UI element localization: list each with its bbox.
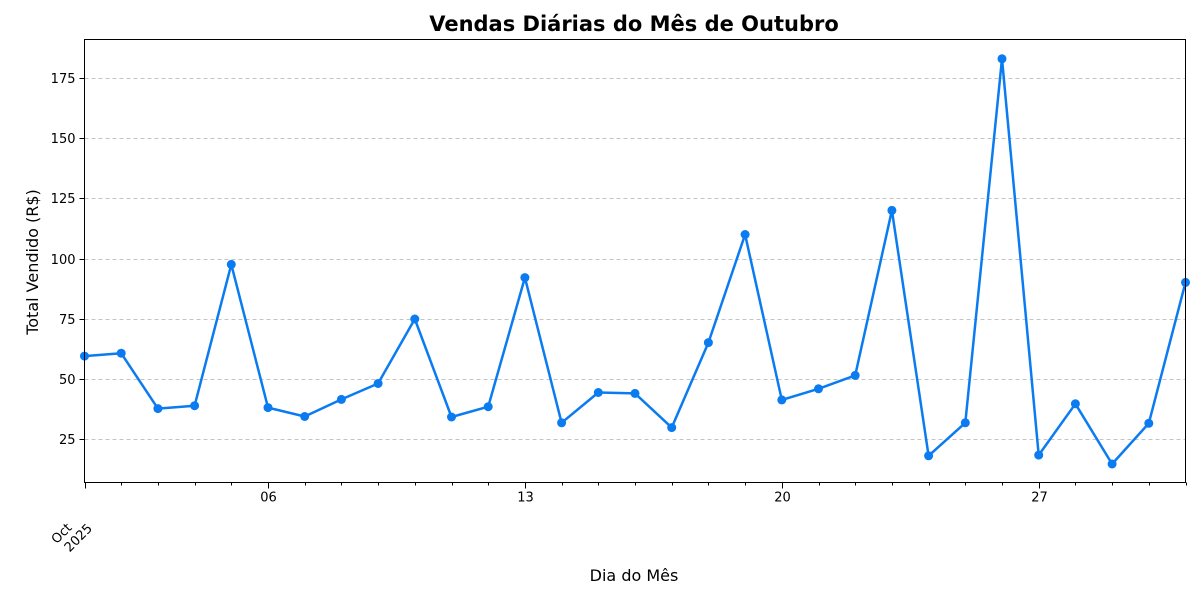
y-tick-label: 150	[51, 132, 76, 147]
data-point	[1034, 450, 1044, 460]
x-tick-label: 27	[1031, 491, 1048, 506]
data-point	[997, 54, 1007, 64]
data-point	[226, 259, 236, 269]
data-points	[80, 54, 1190, 469]
data-point	[116, 348, 126, 358]
data-point	[373, 379, 383, 388]
x-tick-label: 13	[517, 491, 534, 506]
data-point	[740, 230, 750, 239]
y-tick-label: 125	[51, 192, 76, 207]
data-point	[410, 314, 420, 324]
data-point	[1070, 399, 1080, 409]
data-point	[336, 394, 346, 404]
data-point	[593, 388, 603, 397]
data-point	[630, 388, 640, 398]
series-layer	[83, 57, 1187, 466]
data-point	[924, 451, 934, 461]
data-point	[483, 402, 493, 412]
data-point	[814, 384, 823, 394]
x-tick-label: 06	[260, 491, 277, 506]
gridlines	[84, 78, 1186, 440]
x-origin-label: Oct2025	[49, 511, 96, 558]
x-axis-ticks: 06 13 20 27 Oct2025	[49, 482, 1187, 558]
data-point	[1107, 459, 1117, 469]
x-axis-label: Dia do Mês	[590, 566, 679, 585]
data-point	[960, 418, 970, 428]
y-axis-label: Total Vendido (R$)	[23, 189, 42, 336]
y-tick-label: 50	[59, 373, 76, 388]
y-tick-label: 175	[51, 72, 76, 87]
y-tick-label: 25	[59, 433, 76, 448]
data-point	[263, 403, 273, 413]
data-point	[557, 418, 567, 428]
data-point	[703, 338, 713, 348]
data-point	[667, 423, 677, 433]
x-tick-label: 20	[774, 491, 791, 506]
data-point	[850, 370, 860, 380]
y-tick-label: 100	[51, 253, 76, 268]
data-point	[300, 412, 310, 421]
data-point	[1144, 418, 1154, 428]
chart-title: Vendas Diárias do Mês de Outubro	[429, 12, 839, 36]
y-tick-label: 75	[59, 313, 76, 328]
data-point	[190, 401, 200, 411]
data-point	[447, 412, 456, 422]
data-point	[520, 273, 530, 283]
data-point	[777, 395, 787, 405]
data-point	[153, 404, 163, 414]
y-axis-ticks: 25 50 75 100 125 150 175	[51, 72, 85, 448]
series-line	[83, 57, 1187, 466]
data-point	[887, 205, 897, 215]
